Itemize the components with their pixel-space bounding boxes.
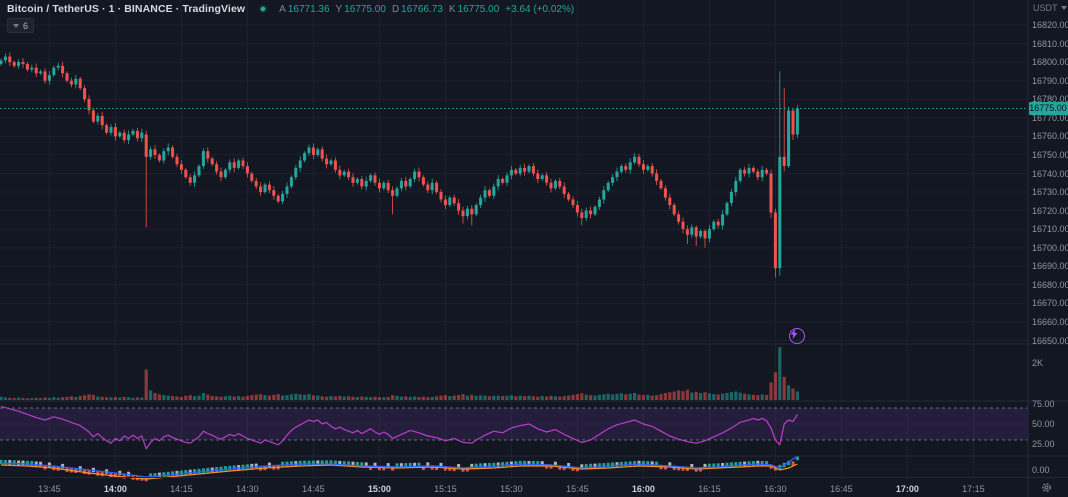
rsi-tick-label: 50.00 — [1032, 419, 1055, 429]
time-tick-label: 14:45 — [302, 484, 325, 494]
vertical-gridlines — [48, 0, 974, 477]
volume-bars-layer — [0, 347, 799, 401]
time-tick-label: 13:45 — [38, 484, 61, 494]
ohlc-readout: A 16771.36 Y 16775.00 D 16766.73 K 16775… — [279, 4, 574, 15]
time-tick-label: 15:00 — [367, 484, 391, 494]
live-status-dot-icon — [259, 5, 268, 13]
time-tick-label: 14:30 — [236, 484, 259, 494]
price-axis-currency-toggle[interactable]: USDT — [1033, 3, 1067, 13]
price-axis[interactable]: 16820.00 16810.00 16800.00 16790.00 16780.00… — [1028, 0, 1068, 478]
rsi-tick-label: 25.00 — [1032, 439, 1055, 449]
close-label: K — [448, 3, 456, 15]
price-tick-label: 16770.00 — [1032, 112, 1068, 123]
time-tick-label: 16:45 — [830, 484, 853, 494]
price-tick-label: 16810.00 — [1032, 38, 1068, 49]
time-tick-label: 15:15 — [434, 484, 457, 494]
time-axis[interactable]: 13:45 14:00 14:15 14:30 14:45 15:00 15:15 15:30… — [0, 478, 1068, 497]
open-value: 16771.36 — [287, 3, 330, 15]
price-tick-label: 16790.00 — [1032, 75, 1068, 86]
open-label: A — [279, 3, 286, 15]
symbol-legend: Bitcoin / TetherUS · 1 · BINANCE · Tradi… — [7, 3, 574, 15]
time-tick-label: 14:15 — [170, 484, 193, 494]
change-value: +3.64 (+0.02%) — [505, 3, 575, 15]
current-price-badge: 16775.00 — [1028, 102, 1068, 116]
price-tick-label: 16750.00 — [1032, 149, 1068, 160]
close-value: 16775.00 — [457, 3, 500, 15]
chevron-down-icon — [13, 23, 19, 28]
price-tick-label: 16700.00 — [1032, 242, 1068, 253]
volume-tick-label: 2K — [1032, 358, 1044, 368]
price-tick-label: 16650.00 — [1032, 335, 1068, 346]
price-tick-label: 16710.00 — [1032, 224, 1068, 235]
candles-layer — [0, 52, 799, 278]
time-tick-label: 16:00 — [631, 484, 655, 494]
lightning-bolt-icon — [790, 329, 798, 339]
time-tick-label: 17:15 — [962, 484, 985, 494]
high-label: Y — [335, 3, 343, 15]
time-tick-label: 15:30 — [500, 484, 523, 494]
price-tick-label: 16730.00 — [1032, 187, 1068, 197]
price-tick-label: 16720.00 — [1032, 205, 1068, 216]
indicators-count: 6 — [23, 20, 29, 31]
indicators-toggle[interactable]: 6 — [7, 18, 35, 33]
low-value: 16766.73 — [401, 3, 443, 15]
flash-marker-icon[interactable] — [789, 328, 805, 344]
time-tick-label: 16:15 — [698, 484, 721, 494]
time-tick-label: 16:30 — [764, 484, 787, 494]
rsi-line — [0, 405, 798, 450]
bottom-blue-ma-line — [0, 455, 798, 478]
chevron-down-icon — [1060, 6, 1067, 10]
price-tick-label: 16740.00 — [1032, 168, 1068, 179]
low-label: D — [391, 3, 400, 15]
high-value: 16775.00 — [344, 3, 386, 15]
price-tick-label: 16800.00 — [1032, 57, 1068, 68]
time-tick-label: 15:45 — [566, 484, 589, 494]
price-tick-label: 16780.00 — [1032, 94, 1068, 105]
rsi-band — [0, 408, 1028, 440]
price-tick-label: 16690.00 — [1032, 261, 1068, 272]
bottom-orange-ma-line — [0, 463, 798, 480]
time-tick-label: 17:00 — [895, 484, 919, 494]
price-tick-label: 16680.00 — [1032, 279, 1068, 290]
price-tick-label: 16820.00 — [1032, 20, 1068, 30]
symbol-title[interactable]: Bitcoin / TetherUS · 1 · BINANCE · Tradi… — [7, 3, 246, 15]
currency-label: USDT — [1033, 3, 1058, 13]
price-tick-label: 16670.00 — [1032, 298, 1068, 309]
horizontal-gridlines — [0, 24, 1028, 471]
bottom-tick-label: 0.00 — [1032, 465, 1050, 475]
price-tick-label: 16660.00 — [1032, 317, 1068, 327]
rsi-tick-label: 75.00 — [1032, 399, 1055, 409]
price-tick-label: 16760.00 — [1032, 131, 1068, 142]
time-tick-label: 14:00 — [103, 484, 127, 494]
